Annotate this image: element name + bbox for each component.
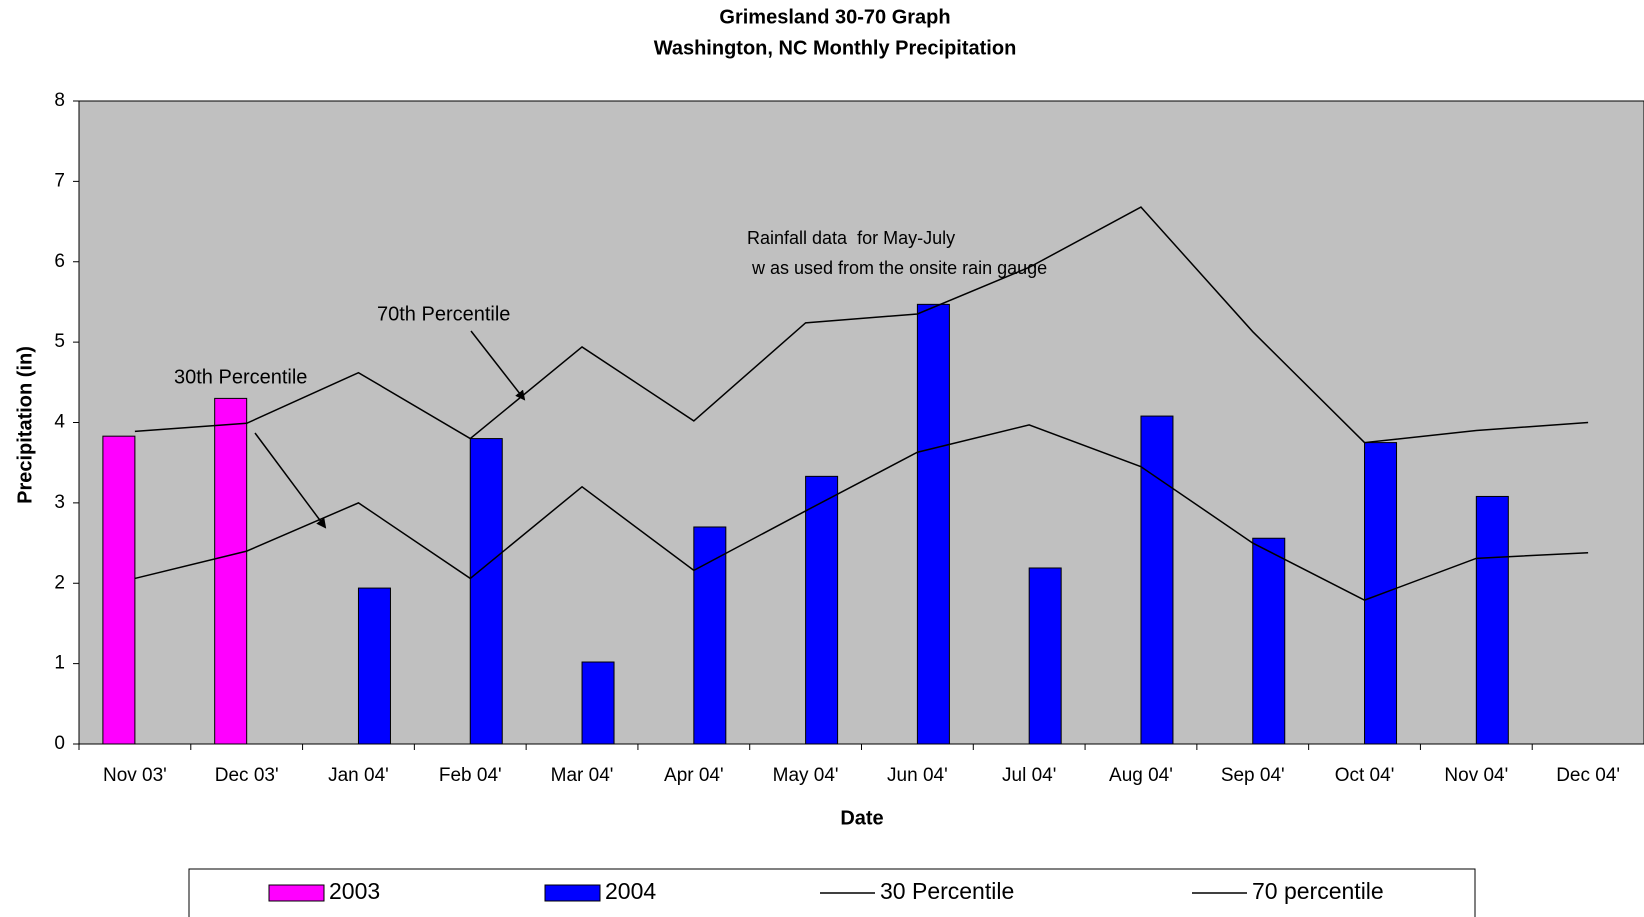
- y-tick-label: 0: [54, 733, 65, 754]
- annotation: 70th Percentile: [377, 303, 510, 325]
- x-tick-label: Dec 04': [1556, 765, 1620, 786]
- x-tick-label: Jan 04': [328, 765, 389, 786]
- y-axis-label: Precipitation (in): [14, 346, 36, 504]
- arrow: [470, 330, 526, 401]
- x-tick-label: Jul 04': [1002, 765, 1056, 786]
- plot-area: [78, 100, 1644, 745]
- x-tick-label: Feb 04': [439, 765, 502, 786]
- y-tick-label: 7: [54, 170, 65, 191]
- legend-label: 2004: [605, 878, 656, 904]
- x-tick-label: Aug 04': [1109, 765, 1173, 786]
- x-tick-label: Sep 04': [1221, 765, 1285, 786]
- bar: [1252, 537, 1286, 745]
- chart-title: Grimesland 30-70 Graph: [719, 6, 950, 28]
- x-axis-label: Date: [840, 807, 883, 829]
- bar: [214, 397, 248, 745]
- bar: [805, 475, 839, 745]
- y-tick-label: 8: [54, 90, 65, 111]
- y-tick-label: 3: [54, 492, 65, 513]
- annotation: w as used from the onsite rain gauge: [747, 258, 1047, 278]
- bar: [102, 435, 136, 745]
- bar: [469, 438, 503, 745]
- x-tick-label: May 04': [773, 765, 839, 786]
- bar: [581, 661, 615, 745]
- bar: [357, 587, 391, 745]
- x-tick-label: Apr 04': [664, 765, 724, 786]
- legend-swatch: [268, 884, 325, 902]
- legend-swatch: [544, 884, 601, 902]
- bar: [1140, 415, 1174, 745]
- y-tick-label: 6: [54, 251, 65, 272]
- bar: [1028, 567, 1062, 745]
- bar: [693, 526, 727, 745]
- bar: [1475, 495, 1509, 745]
- y-tick-label: 4: [54, 412, 65, 433]
- y-tick-label: 2: [54, 572, 65, 593]
- y-tick-label: 1: [54, 653, 65, 674]
- arrow: [254, 432, 327, 529]
- x-tick-label: Dec 03': [215, 765, 279, 786]
- bar: [916, 303, 950, 745]
- bar: [1364, 442, 1398, 745]
- y-tick-label: 5: [54, 331, 65, 352]
- line: [134, 424, 1589, 601]
- x-tick-label: Nov 04': [1444, 765, 1508, 786]
- legend-label: 30 Percentile: [880, 878, 1014, 904]
- legend-label: 70 percentile: [1252, 878, 1384, 904]
- annotation: 30th Percentile: [174, 366, 307, 388]
- line: [134, 206, 1589, 444]
- x-tick-label: Nov 03': [103, 765, 167, 786]
- x-tick-label: Oct 04': [1335, 765, 1395, 786]
- chart-subtitle: Washington, NC Monthly Precipitation: [654, 37, 1017, 59]
- legend-label: 2003: [329, 878, 380, 904]
- x-tick-label: Jun 04': [887, 765, 948, 786]
- x-tick-label: Mar 04': [551, 765, 614, 786]
- annotation: Rainfall data for May-July: [747, 228, 955, 248]
